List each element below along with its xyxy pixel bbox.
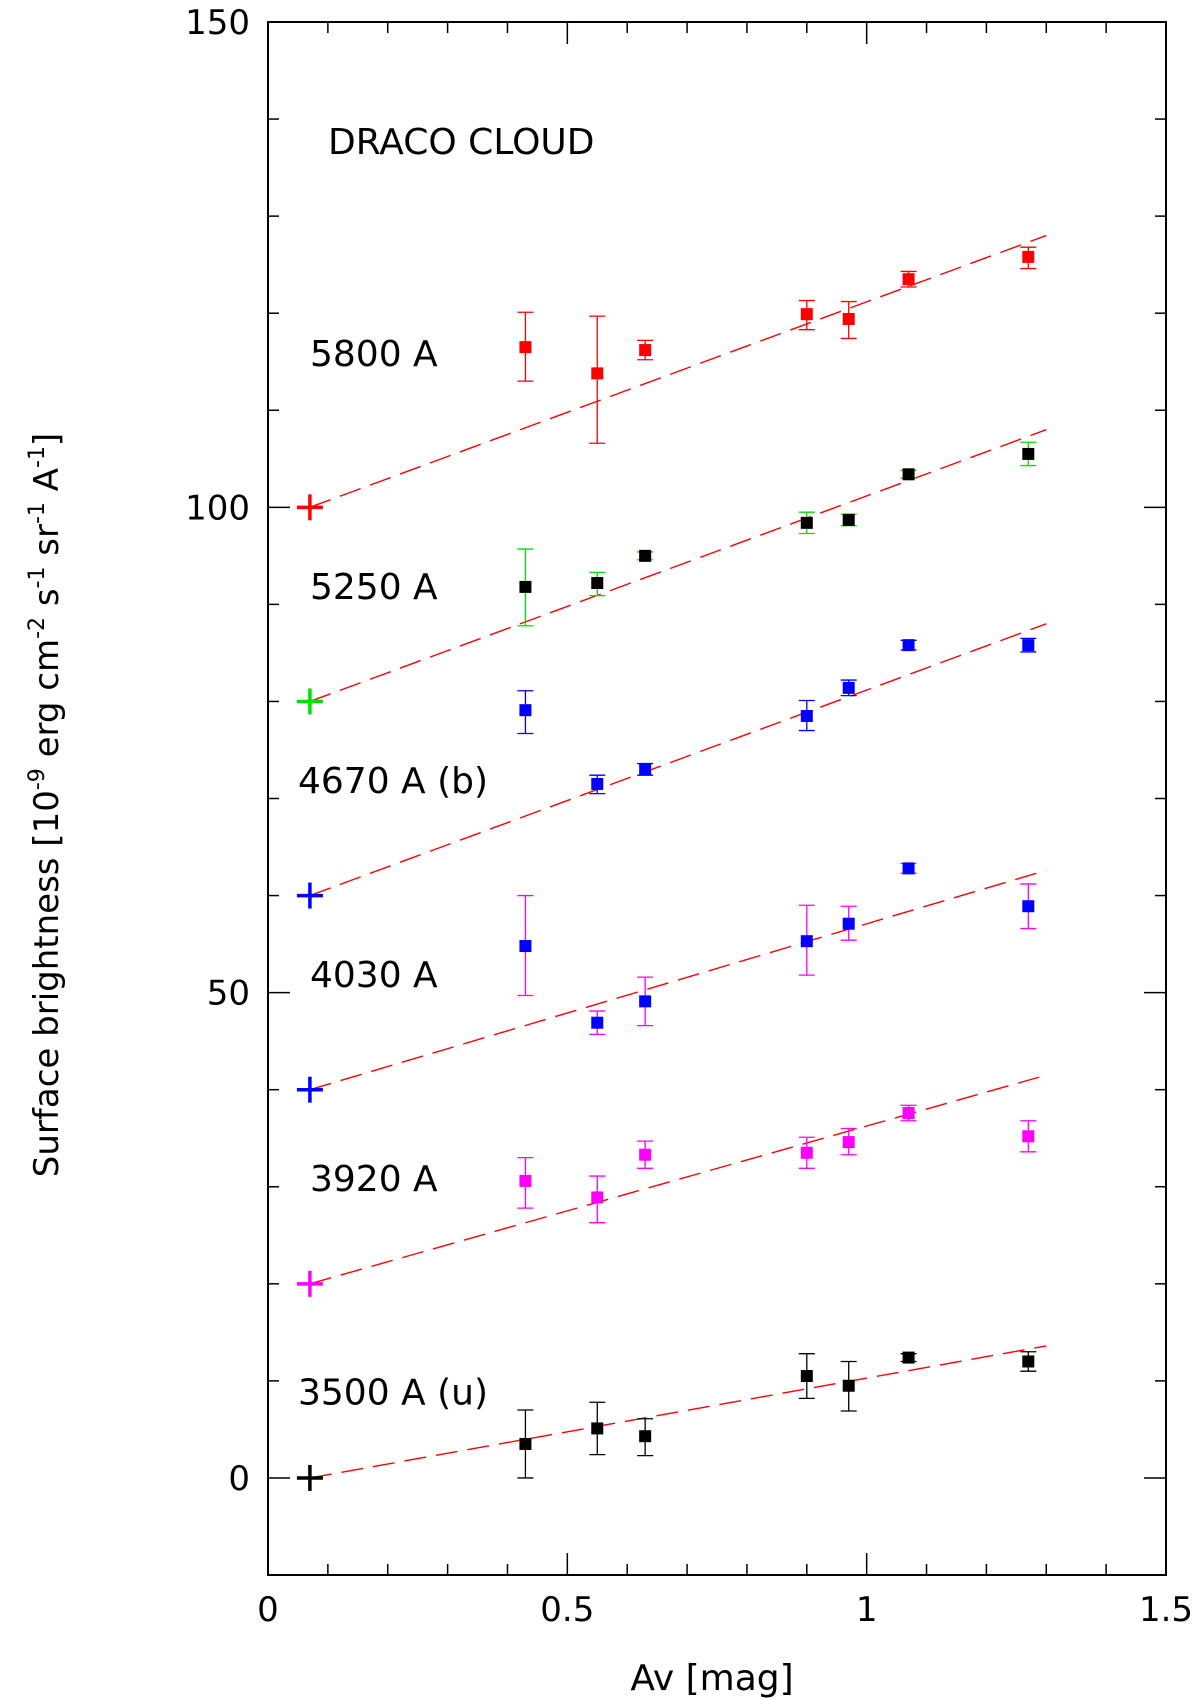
x-tick-label: 0	[257, 1590, 279, 1630]
x-tick-label: 1	[856, 1590, 878, 1630]
data-point	[519, 580, 532, 593]
data-point	[639, 344, 652, 357]
data-point	[842, 917, 855, 930]
data-point	[842, 681, 855, 694]
y-label-part1: Surface brightness [10	[27, 790, 67, 1177]
data-point	[902, 468, 915, 481]
data-point	[591, 1422, 604, 1435]
fit-lines	[309, 234, 1047, 1479]
x-axis-label: Av [mag]	[630, 1658, 793, 1699]
error-bars	[517, 246, 1037, 1479]
fit-line	[309, 623, 1047, 897]
tick-labels: 0 0.5 1 1.5 0 50 100 150	[185, 3, 1193, 1630]
data-point	[800, 709, 813, 722]
chart-title: DRACO CLOUD	[328, 122, 595, 163]
data-point	[639, 995, 652, 1008]
y-axis-label: Surface brightness [10-9 erg cm-2 s-1 sr…	[25, 433, 67, 1177]
data-point	[902, 1351, 915, 1364]
data-point	[800, 516, 813, 529]
data-point	[842, 1136, 855, 1149]
series-label: 4670 A (b)	[298, 761, 488, 802]
data-point	[519, 940, 532, 953]
fit-line	[309, 234, 1047, 508]
data-point	[1022, 639, 1035, 652]
series-label: 3920 A	[310, 1159, 438, 1200]
data-point	[591, 1016, 604, 1029]
data-point	[902, 639, 915, 652]
y-label-exp5: -1	[25, 446, 50, 468]
data-point	[519, 1437, 532, 1450]
data-point	[1022, 250, 1035, 263]
data-point	[800, 1370, 813, 1383]
y-tick-label: 150	[185, 3, 250, 43]
x-tick-label: 0.5	[540, 1590, 594, 1630]
data-point	[1022, 900, 1035, 913]
fit-line	[309, 869, 1047, 1091]
data-point	[842, 313, 855, 326]
y-label-part5: A	[27, 468, 67, 502]
data-point	[639, 1430, 652, 1443]
y-label-part2: erg cm	[27, 639, 67, 768]
data-point	[639, 549, 652, 562]
data-point	[591, 1191, 604, 1204]
data-point	[902, 862, 915, 875]
series-label: 3500 A (u)	[298, 1373, 488, 1414]
data-point	[1022, 1130, 1035, 1143]
y-label-part6: ]	[27, 433, 67, 446]
data-point	[519, 341, 532, 354]
data-markers	[519, 250, 1035, 1450]
data-point	[639, 1148, 652, 1161]
data-point	[1022, 1355, 1035, 1368]
data-point	[902, 1106, 915, 1119]
y-label-exp3: -1	[25, 567, 50, 589]
data-point	[800, 308, 813, 321]
x-tick-label: 1.5	[1139, 1590, 1193, 1630]
series-label: 4030 A	[310, 955, 438, 996]
data-point	[591, 577, 604, 590]
data-point	[800, 1146, 813, 1159]
fit-line	[309, 1345, 1047, 1479]
data-point	[591, 367, 604, 380]
series-labels: 5800 A 5250 A 4670 A (b) 4030 A 3920 A 3500 A…	[298, 334, 488, 1414]
y-label-exp4: -1	[25, 502, 50, 524]
plot-frame	[267, 21, 1167, 1576]
y-label-exp1: -9	[25, 768, 50, 790]
y-tick-label: 0	[228, 1459, 250, 1499]
data-point	[842, 1379, 855, 1392]
data-point	[842, 513, 855, 526]
data-point	[639, 763, 652, 776]
data-point	[519, 704, 532, 717]
y-label-part4: sr	[27, 524, 67, 567]
data-point	[591, 777, 604, 790]
data-point	[1022, 447, 1035, 460]
y-tick-label: 50	[207, 974, 250, 1014]
y-label-exp2: -2	[25, 617, 50, 639]
series-label: 5800 A	[310, 334, 438, 375]
y-label-part3: s	[27, 588, 67, 617]
y-tick-label: 100	[185, 488, 250, 528]
data-point	[800, 935, 813, 948]
data-point	[519, 1174, 532, 1187]
data-point	[902, 273, 915, 286]
fit-line	[309, 429, 1047, 703]
zero-point-crosses	[296, 494, 323, 1491]
series-label: 5250 A	[310, 567, 438, 608]
